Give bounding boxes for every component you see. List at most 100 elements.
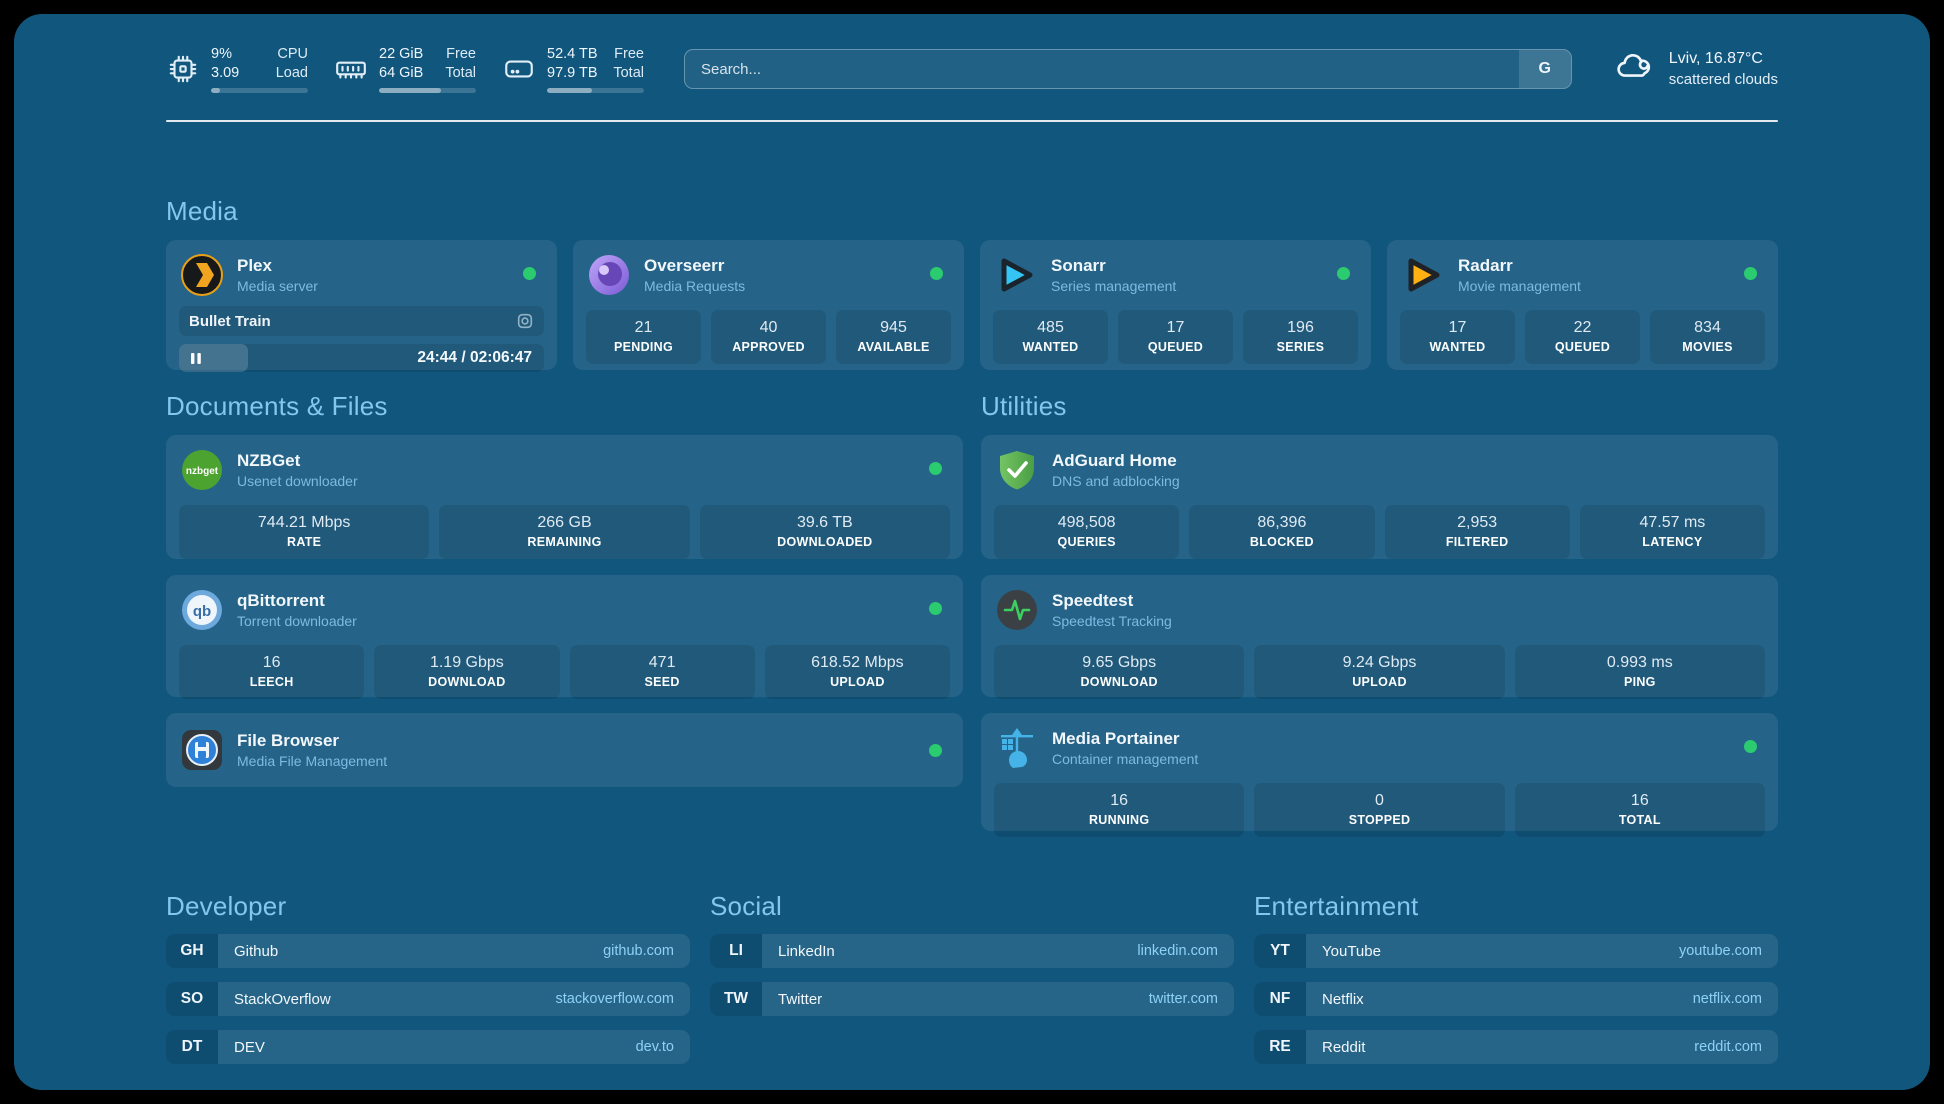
service-card-radarr[interactable]: Radarr Movie management 17 WANTED 22 QUEUE… bbox=[1387, 240, 1778, 370]
stat-box: 471 SEED bbox=[569, 645, 755, 699]
service-name: AdGuard Home bbox=[1052, 450, 1177, 470]
service-desc: Movie management bbox=[1458, 277, 1581, 294]
adguard-icon bbox=[995, 448, 1039, 492]
service-name: Media Portainer bbox=[1052, 728, 1180, 748]
stat-box: 21 PENDING bbox=[586, 310, 701, 364]
section-title-social: Social bbox=[710, 891, 783, 921]
stat-box: 498,508 QUERIES bbox=[994, 505, 1180, 559]
service-desc: Media Requests bbox=[644, 277, 746, 294]
bookmark-group-social: Social LI LinkedIn linkedin.com TW Twitt… bbox=[710, 891, 1234, 1064]
section-title-media: Media bbox=[166, 196, 238, 226]
bookmark-reddit[interactable]: RE Reddit reddit.com bbox=[1254, 1030, 1778, 1064]
dashboard-panel: 9% 3.09 CPU Load bbox=[14, 14, 1930, 1090]
bookmark-abbr: NF bbox=[1254, 982, 1306, 1016]
plex-icon bbox=[180, 253, 224, 297]
service-desc: DNS and adblocking bbox=[1052, 472, 1180, 489]
stat-box: 16 TOTAL bbox=[1514, 783, 1765, 837]
service-card-qbittorrent[interactable]: qb qBittorrent Torrent downloader 16 bbox=[166, 575, 963, 699]
bookmark-name: Github bbox=[234, 942, 279, 960]
bookmark-domain: dev.to bbox=[635, 1039, 674, 1055]
cpu-progress-bar bbox=[211, 87, 308, 93]
stat-box: 16 LEECH bbox=[179, 645, 365, 699]
memory-icon bbox=[334, 52, 368, 86]
bookmark-youtube[interactable]: YT YouTube youtube.com bbox=[1254, 934, 1778, 968]
service-card-nzbget[interactable]: nzbget NZBGet Usenet downloader 744. bbox=[166, 435, 963, 559]
bookmark-name: Twitter bbox=[778, 990, 823, 1008]
bookmark-group-entertainment: Entertainment YT YouTube youtube.com NF … bbox=[1254, 891, 1778, 1064]
bookmark-stackoverflow[interactable]: SO StackOverflow stackoverflow.com bbox=[166, 982, 690, 1016]
status-dot bbox=[1744, 267, 1757, 280]
nzbget-icon: nzbget bbox=[180, 448, 224, 492]
cpu-icon bbox=[166, 52, 200, 86]
system-stats: 9% 3.09 CPU Load bbox=[166, 45, 644, 93]
stat-box: 17 QUEUED bbox=[1118, 310, 1233, 364]
memory-stat-widget: 22 GiB 64 GiB Free Total bbox=[334, 45, 476, 93]
stat-box: 9.24 Gbps UPLOAD bbox=[1254, 645, 1505, 699]
status-dot bbox=[929, 743, 942, 757]
svg-text:nzbget: nzbget bbox=[186, 466, 219, 477]
cpu-labels: CPU Load bbox=[275, 46, 308, 81]
weather-widget: Lviv, 16.87°C scattered clouds bbox=[1614, 46, 1778, 93]
bookmark-domain: linkedin.com bbox=[1137, 943, 1218, 959]
service-desc: Media File Management bbox=[237, 752, 388, 769]
bookmark-netflix[interactable]: NF Netflix netflix.com bbox=[1254, 982, 1778, 1016]
memory-labels: Free Total bbox=[445, 46, 476, 81]
disk-progress-bar bbox=[547, 87, 644, 93]
bookmark-github[interactable]: GH Github github.com bbox=[166, 934, 690, 968]
weather-location-temp: Lviv, 16.87°C bbox=[1668, 50, 1763, 68]
disk-stat-widget: 52.4 TB 97.9 TB Free Total bbox=[502, 45, 644, 93]
qbittorrent-icon: qb bbox=[180, 588, 224, 632]
stat-box: 17 WANTED bbox=[1400, 310, 1515, 364]
bookmark-domain: stackoverflow.com bbox=[555, 991, 674, 1007]
bookmark-abbr: SO bbox=[166, 982, 218, 1016]
sonarr-icon bbox=[994, 253, 1038, 297]
status-dot bbox=[929, 602, 942, 615]
service-card-overseerr[interactable]: Overseerr Media Requests 21 PENDING 40 APP… bbox=[573, 240, 964, 370]
bookmark-group-developer: Developer GH Github github.com SO StackO… bbox=[166, 891, 690, 1064]
disk-icon bbox=[502, 52, 536, 86]
service-card-adguard[interactable]: AdGuard Home DNS and adblocking 498,508 Q… bbox=[981, 435, 1778, 559]
service-card-portainer[interactable]: Media Portainer Container management 16 R… bbox=[981, 713, 1778, 837]
memory-progress-bar bbox=[379, 87, 476, 93]
bookmark-abbr: RE bbox=[1254, 1030, 1306, 1064]
service-card-filebrowser[interactable]: File Browser Media File Management bbox=[166, 713, 963, 787]
service-desc: Torrent downloader bbox=[237, 612, 357, 629]
service-desc: Speedtest Tracking bbox=[1052, 612, 1172, 629]
bookmark-name: StackOverflow bbox=[234, 990, 331, 1008]
video-camera-icon bbox=[516, 312, 534, 330]
search-provider-button[interactable]: G bbox=[1518, 50, 1571, 88]
service-desc: Series management bbox=[1051, 277, 1177, 294]
stat-box: 196 SERIES bbox=[1243, 310, 1358, 364]
stat-box: 266 GB REMAINING bbox=[439, 505, 690, 559]
svg-text:qb: qb bbox=[193, 603, 211, 620]
bookmark-domain: reddit.com bbox=[1694, 1039, 1762, 1055]
weather-condition: scattered clouds bbox=[1668, 70, 1778, 88]
stat-box: 39.6 TB DOWNLOADED bbox=[699, 505, 950, 559]
bookmark-name: LinkedIn bbox=[778, 942, 835, 960]
stat-box: 22 QUEUED bbox=[1525, 310, 1640, 364]
service-name: Plex bbox=[237, 255, 272, 275]
service-name: NZBGet bbox=[237, 450, 301, 470]
service-name: File Browser bbox=[237, 730, 340, 750]
cpu-stat-widget: 9% 3.09 CPU Load bbox=[166, 45, 308, 93]
bookmark-abbr: DT bbox=[166, 1030, 218, 1064]
service-card-plex[interactable]: Plex Media server Bullet Train bbox=[166, 240, 557, 372]
section-title-utilities: Utilities bbox=[981, 391, 1067, 421]
bookmark-linkedin[interactable]: LI LinkedIn linkedin.com bbox=[710, 934, 1234, 968]
bookmark-dev[interactable]: DT DEV dev.to bbox=[166, 1030, 690, 1064]
speedtest-icon bbox=[995, 588, 1039, 632]
status-dot bbox=[523, 267, 536, 280]
search-input[interactable] bbox=[685, 50, 1519, 88]
stat-box: 2,953 FILTERED bbox=[1384, 505, 1570, 559]
bookmark-twitter[interactable]: TW Twitter twitter.com bbox=[710, 982, 1234, 1016]
stat-box: 0.993 ms PING bbox=[1514, 645, 1765, 699]
bookmark-domain: youtube.com bbox=[1678, 943, 1762, 959]
service-desc: Media server bbox=[237, 277, 318, 294]
section-title-developer: Developer bbox=[166, 891, 287, 921]
portainer-icon bbox=[995, 726, 1039, 770]
bookmark-name: Reddit bbox=[1322, 1038, 1366, 1056]
service-card-speedtest[interactable]: Speedtest Speedtest Tracking 9.65 Gbps DO… bbox=[981, 575, 1778, 699]
radarr-icon bbox=[1401, 253, 1445, 297]
service-card-sonarr[interactable]: Sonarr Series management 485 WANTED 17 QUE… bbox=[980, 240, 1371, 370]
bookmark-abbr: LI bbox=[710, 934, 762, 968]
